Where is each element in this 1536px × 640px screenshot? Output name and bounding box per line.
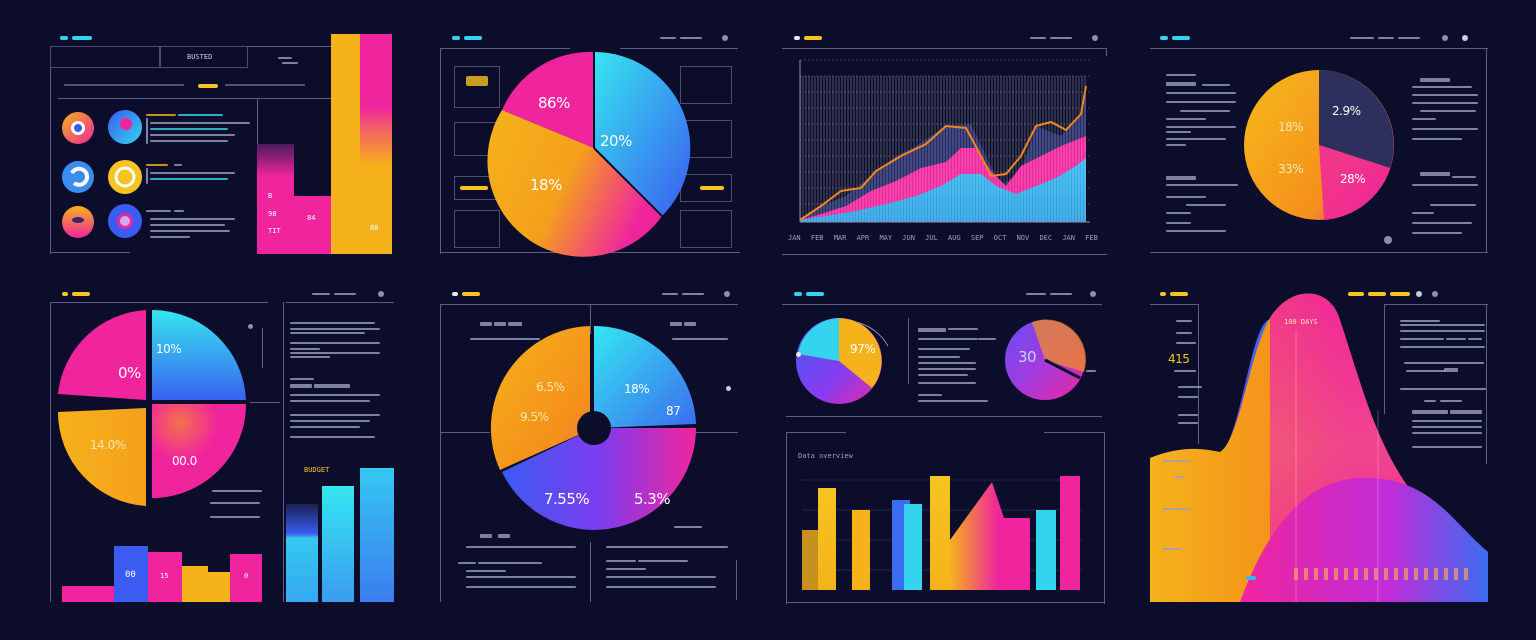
donut-icon-3 (62, 161, 94, 193)
pie-chart[interactable] (487, 50, 691, 257)
slice-label: 6.5% (536, 380, 565, 394)
bar-3[interactable] (148, 552, 182, 602)
status-dot[interactable] (1462, 35, 1468, 41)
gauge-value: 97% (850, 342, 876, 356)
status-dot[interactable] (378, 291, 384, 297)
indicator-dot (1384, 236, 1392, 244)
slice-label: 2.9% (1332, 104, 1361, 118)
slice-label: 10% (156, 342, 182, 356)
bar-2[interactable] (294, 196, 331, 254)
bar-c[interactable] (360, 468, 394, 602)
metric-value: 415 (1168, 352, 1190, 366)
bar-chart-title: BUDGET (304, 466, 330, 474)
status-dot[interactable] (1416, 291, 1422, 297)
slice-label: 20% (600, 132, 632, 150)
panel-pie-bars: 10% 0% 14.0% 00.0 00 15 0 BUDGET (50, 290, 395, 604)
status-dot[interactable] (722, 35, 728, 41)
gauge-chart-2[interactable] (1004, 318, 1087, 402)
bar-1[interactable] (62, 586, 114, 602)
bar-5[interactable] (208, 572, 230, 602)
status-dot[interactable] (1092, 35, 1098, 41)
x-axis-labels: JAN FEB MAR APR MAY JUN JUL AUG SEP OCT … (788, 234, 1098, 242)
bar-b[interactable] (322, 486, 354, 602)
bar-4[interactable] (182, 566, 208, 602)
slice-label: 14.0% (90, 438, 126, 452)
bell-curve-chart[interactable] (1150, 290, 1488, 604)
slice-label: 18% (530, 176, 562, 194)
status-dot[interactable] (724, 291, 730, 297)
bar-6[interactable] (230, 554, 262, 602)
panel-area-chart: JAN FEB MAR APR MAY JUN JUL AUG SEP OCT … (782, 34, 1107, 255)
donut-icon-5 (62, 206, 94, 238)
header-tag (72, 36, 92, 40)
slice-label: 0% (118, 364, 141, 382)
slice-label: 87 (666, 404, 681, 418)
donut-chart[interactable] (490, 324, 700, 534)
header-tag (60, 36, 68, 40)
panel-pie-2: 2.9% 18% 33% 28% (1150, 34, 1488, 254)
gauge-chart-1[interactable] (796, 316, 889, 406)
bar-a[interactable] (286, 504, 318, 602)
status-dot[interactable] (1442, 35, 1448, 41)
slice-label: 7.55% (544, 490, 590, 508)
status-dot[interactable] (1432, 291, 1438, 297)
slice-label: 33% (1278, 162, 1304, 176)
area-chart[interactable] (796, 56, 1096, 236)
panel-pie-1: 86% 20% 18% (440, 34, 740, 257)
slice-label: 18% (1278, 120, 1304, 134)
slice-label: 9.5% (520, 410, 549, 424)
slice-label: 00.0 (172, 454, 197, 468)
donut-icon-6 (108, 204, 142, 238)
peak-label: 100 DAYS (1284, 318, 1318, 326)
panel-donut: 6.5% 9.5% 18% 87 7.55% 5.3% (440, 290, 740, 604)
chart-title: Data overview (798, 452, 853, 460)
panel-bell-curve: 415 100 DAYS (1150, 290, 1488, 604)
bar-4[interactable] (360, 34, 392, 254)
pie-chart[interactable] (1244, 70, 1394, 220)
slice-label: 5.3% (634, 490, 671, 508)
nav-label: BUSTED (187, 53, 213, 61)
bar-2[interactable] (114, 546, 148, 602)
status-dot[interactable] (1090, 291, 1096, 297)
exploded-pie-chart[interactable] (56, 308, 256, 508)
panel-bubbles-bars: BUSTED B 98 (50, 34, 395, 254)
bar-chart[interactable] (802, 460, 1092, 590)
donut-icon-2 (108, 110, 142, 144)
slice-label: 86% (538, 94, 570, 112)
donut-icon-4 (108, 160, 142, 194)
slice-label: 18% (624, 382, 650, 396)
panel-gauges-bars: 97% 30 Data overview (782, 290, 1107, 604)
bar-1[interactable] (257, 144, 294, 254)
gauge-value: 30 (1018, 348, 1037, 366)
slice-label: 28% (1340, 172, 1366, 186)
header-box[interactable]: BUSTED (160, 46, 248, 68)
donut-icon-1 (62, 112, 94, 144)
bar-3[interactable] (331, 34, 360, 254)
header-box (50, 46, 160, 68)
